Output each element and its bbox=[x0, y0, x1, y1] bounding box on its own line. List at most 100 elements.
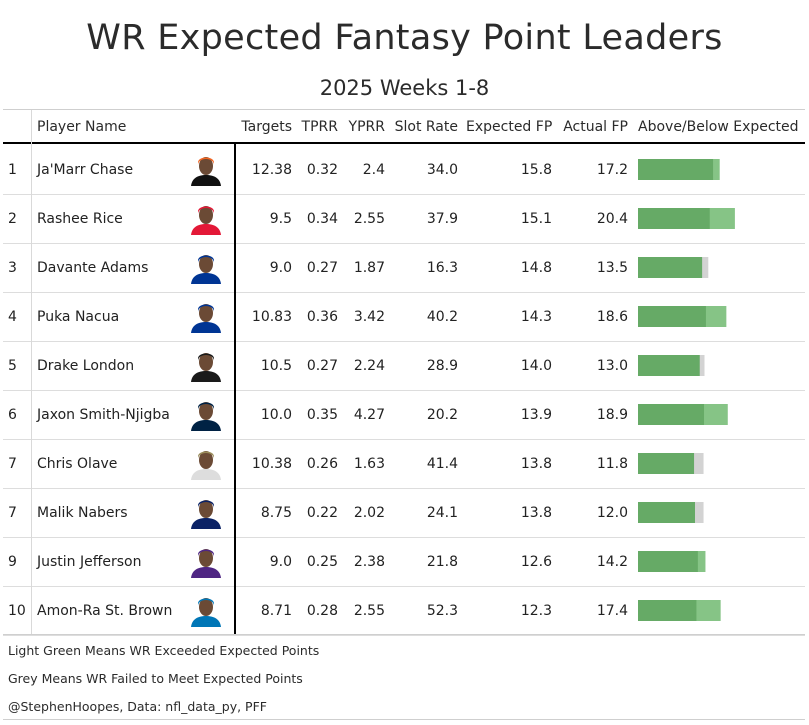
targets-cell: 12.38 bbox=[251, 162, 292, 178]
targets-cell: 10.0 bbox=[260, 407, 292, 423]
slot-rate-cell: 37.9 bbox=[426, 211, 458, 227]
player-headshot-icon bbox=[191, 451, 221, 480]
row-divider bbox=[3, 243, 805, 244]
player-name-cell: Chris Olave bbox=[37, 456, 118, 472]
targets-cell: 10.38 bbox=[251, 456, 292, 472]
yprr-cell: 4.27 bbox=[353, 407, 385, 423]
rank-cell: 2 bbox=[8, 211, 17, 227]
table-row: 3 Davante Adams 9.0 0.27 1.87 16.3 14.8 13.5 bbox=[0, 243, 809, 293]
table-row: 7 Malik Nabers 8.75 0.22 2.02 24.1 13.8 12.0 bbox=[0, 488, 809, 538]
header-above-below: Above/Below Expected bbox=[638, 119, 799, 135]
tprr-cell: 0.26 bbox=[306, 456, 338, 472]
yprr-cell: 2.02 bbox=[353, 505, 385, 521]
rank-cell: 1 bbox=[8, 162, 17, 178]
actual-fp-cell: 14.2 bbox=[596, 554, 628, 570]
player-name-cell: Justin Jefferson bbox=[37, 554, 142, 570]
slot-rate-cell: 40.2 bbox=[426, 309, 458, 325]
actual-fp-cell: 13.0 bbox=[596, 358, 628, 374]
actual-fp-cell: 18.9 bbox=[596, 407, 628, 423]
footnote-source: @StephenHoopes, Data: nfl_data_py, PFF bbox=[8, 699, 267, 714]
expected-fp-cell: 14.0 bbox=[520, 358, 552, 374]
slot-rate-cell: 16.3 bbox=[426, 260, 458, 276]
yprr-cell: 2.4 bbox=[362, 162, 385, 178]
expected-fp-cell: 13.9 bbox=[520, 407, 552, 423]
table-row: 10 Amon-Ra St. Brown 8.71 0.28 2.55 52.3 12.3 1… bbox=[0, 586, 809, 636]
chart-title: WR Expected Fantasy Point Leaders bbox=[86, 18, 723, 58]
footer-rule bbox=[3, 719, 805, 720]
expected-fp-cell: 12.6 bbox=[520, 554, 552, 570]
rank-cell: 5 bbox=[8, 358, 17, 374]
player-name-cell: Drake London bbox=[37, 358, 135, 374]
actual-fp-cell: 17.4 bbox=[596, 603, 628, 619]
tprr-cell: 0.32 bbox=[306, 162, 338, 178]
yprr-cell: 1.63 bbox=[353, 456, 385, 472]
header-player-name: Player Name bbox=[37, 119, 127, 135]
targets-cell: 10.5 bbox=[260, 358, 292, 374]
actual-fp-cell: 18.6 bbox=[596, 309, 628, 325]
player-name-cell: Rashee Rice bbox=[37, 211, 123, 227]
player-headshot-icon bbox=[191, 402, 221, 431]
header-expected-fp: Expected FP bbox=[466, 119, 553, 135]
actual-fp-cell: 13.5 bbox=[596, 260, 628, 276]
rank-cell: 7 bbox=[8, 505, 17, 521]
chart-subtitle: 2025 Weeks 1-8 bbox=[319, 76, 490, 100]
row-divider bbox=[3, 194, 805, 195]
targets-cell: 10.83 bbox=[251, 309, 292, 325]
slot-rate-cell: 21.8 bbox=[426, 554, 458, 570]
targets-cell: 9.5 bbox=[269, 211, 292, 227]
expected-fp-cell: 13.8 bbox=[520, 505, 552, 521]
row-divider bbox=[3, 341, 805, 342]
table-row: 4 Puka Nacua 10.83 0.36 3.42 40.2 14.3 18.6 bbox=[0, 292, 809, 342]
expected-fp-cell: 13.8 bbox=[520, 456, 552, 472]
header-actual-fp: Actual FP bbox=[563, 119, 628, 135]
slot-rate-cell: 52.3 bbox=[426, 603, 458, 619]
yprr-cell: 2.24 bbox=[353, 358, 385, 374]
targets-cell: 9.0 bbox=[269, 260, 292, 276]
tprr-cell: 0.35 bbox=[306, 407, 338, 423]
player-headshot-icon bbox=[191, 157, 221, 186]
actual-fp-cell: 20.4 bbox=[596, 211, 628, 227]
expected-fp-cell: 12.3 bbox=[520, 603, 552, 619]
player-name-cell: Malik Nabers bbox=[37, 505, 128, 521]
row-divider bbox=[3, 586, 805, 587]
slot-rate-cell: 41.4 bbox=[426, 456, 458, 472]
expected-fp-cell: 15.1 bbox=[520, 211, 552, 227]
player-name-cell: Amon-Ra St. Brown bbox=[37, 603, 173, 619]
header-slot-rate: Slot Rate bbox=[394, 119, 458, 135]
tprr-cell: 0.27 bbox=[306, 358, 338, 374]
targets-cell: 8.75 bbox=[260, 505, 292, 521]
header-tprr: TPRR bbox=[301, 119, 338, 135]
targets-cell: 8.71 bbox=[260, 603, 292, 619]
player-headshot-icon bbox=[191, 206, 221, 235]
actual-fp-cell: 12.0 bbox=[596, 505, 628, 521]
player-headshot-icon bbox=[191, 500, 221, 529]
rank-cell: 9 bbox=[8, 554, 17, 570]
player-headshot-icon bbox=[191, 353, 221, 382]
player-headshot-icon bbox=[191, 255, 221, 284]
tprr-cell: 0.25 bbox=[306, 554, 338, 570]
tprr-cell: 0.28 bbox=[306, 603, 338, 619]
header-yprr: YPRR bbox=[348, 119, 385, 135]
yprr-cell: 3.42 bbox=[353, 309, 385, 325]
row-divider bbox=[3, 635, 805, 636]
header-rule bbox=[3, 142, 805, 144]
tprr-cell: 0.22 bbox=[306, 505, 338, 521]
rank-cell: 4 bbox=[8, 309, 17, 325]
footnote-grey: Grey Means WR Failed to Meet Expected Po… bbox=[8, 671, 303, 686]
player-headshot-icon bbox=[191, 304, 221, 333]
expected-fp-cell: 14.3 bbox=[520, 309, 552, 325]
table-row: 2 Rashee Rice 9.5 0.34 2.55 37.9 15.1 20.4 bbox=[0, 194, 809, 244]
table-row: 5 Drake London 10.5 0.27 2.24 28.9 14.0 13.0 bbox=[0, 341, 809, 391]
yprr-cell: 2.38 bbox=[353, 554, 385, 570]
yprr-cell: 2.55 bbox=[353, 211, 385, 227]
player-headshot-icon bbox=[191, 598, 221, 627]
table-row: 9 Justin Jefferson 9.0 0.25 2.38 21.8 12.6 14.2 bbox=[0, 537, 809, 587]
yprr-cell: 1.87 bbox=[353, 260, 385, 276]
slot-rate-cell: 28.9 bbox=[426, 358, 458, 374]
player-name-cell: Davante Adams bbox=[37, 260, 149, 276]
slot-rate-cell: 34.0 bbox=[426, 162, 458, 178]
player-name-cell: Jaxon Smith-Njigba bbox=[37, 407, 170, 423]
yprr-cell: 2.55 bbox=[353, 603, 385, 619]
tprr-cell: 0.34 bbox=[306, 211, 338, 227]
tprr-cell: 0.36 bbox=[306, 309, 338, 325]
